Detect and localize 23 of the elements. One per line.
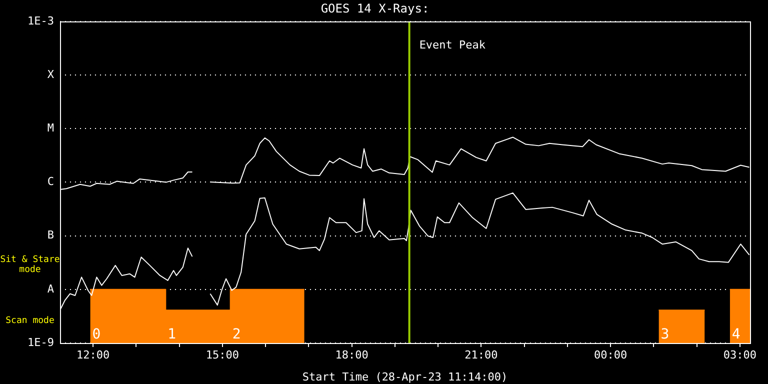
chart-title: GOES 14 X-Rays: (320, 1, 430, 16)
x-axis-title: Start Time (28-Apr-23 11:14:00) (302, 370, 508, 384)
x-tick-label: 21:00 (464, 348, 498, 362)
y-tick-label: B (47, 228, 54, 242)
x-tick-label: 18:00 (335, 348, 368, 362)
annotation: 2 (232, 326, 241, 343)
text: Sit & Stare mode (0, 255, 60, 275)
ref-line-label: Event Peak (419, 38, 486, 52)
y-tick-label: X (47, 68, 54, 81)
annotation: 4 (732, 326, 740, 343)
x-tick-label: 12:00 (76, 348, 110, 362)
x-tick-label: 03:00 (723, 348, 756, 362)
y-tick-label: C (47, 175, 54, 188)
text: Scan mode (4, 316, 56, 326)
y-tick-label: 1E-3 (28, 14, 54, 28)
y-tick-label: M (47, 121, 54, 134)
annotation: 1 (168, 326, 176, 343)
y-tick-label: A (47, 282, 54, 296)
annotation: 0 (92, 326, 101, 343)
x-tick-label: 15:00 (206, 348, 239, 362)
y-tick-label: 1E-9 (28, 336, 54, 349)
annotation: 3 (660, 326, 670, 343)
x-tick-label: 00:00 (594, 348, 628, 362)
